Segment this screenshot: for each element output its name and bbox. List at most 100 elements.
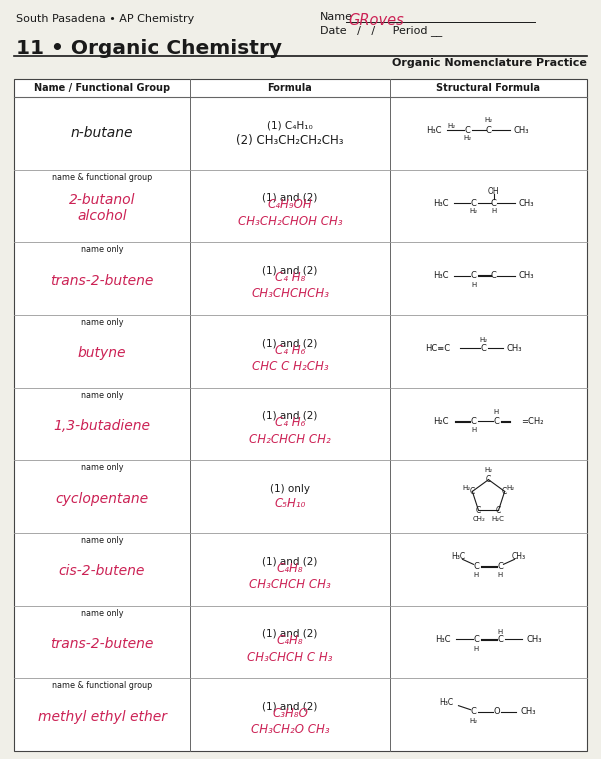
Text: name only: name only (81, 245, 123, 254)
Text: H₂: H₂ (469, 718, 478, 723)
Text: C: C (498, 635, 504, 644)
Text: Structural Formula: Structural Formula (436, 83, 540, 93)
Text: C: C (465, 126, 471, 135)
Text: C: C (502, 487, 507, 496)
Text: H₂C: H₂C (433, 417, 448, 426)
Text: (1) and (2): (1) and (2) (262, 701, 318, 712)
Text: trans-2-butene: trans-2-butene (50, 274, 154, 288)
Text: CH₃: CH₃ (519, 271, 534, 280)
Text: (1) and (2): (1) and (2) (262, 629, 318, 639)
Text: H₂: H₂ (463, 485, 471, 491)
Text: C₄H₈
CH₃CHCH C H₃: C₄H₈ CH₃CHCH C H₃ (247, 635, 333, 664)
Text: CH₃: CH₃ (526, 635, 542, 644)
Text: H₃C: H₃C (435, 635, 451, 644)
Text: (1) and (2): (1) and (2) (262, 556, 318, 566)
Text: H: H (474, 572, 479, 578)
Text: CH₃: CH₃ (511, 552, 525, 561)
Text: C: C (496, 506, 501, 515)
Text: trans-2-butene: trans-2-butene (50, 637, 154, 651)
Text: HC≡C: HC≡C (426, 344, 451, 353)
Text: H₂: H₂ (484, 118, 493, 123)
Text: (1) and (2): (1) and (2) (262, 339, 318, 348)
Text: C: C (476, 506, 481, 515)
Text: (1) only: (1) only (270, 483, 310, 493)
Text: H₃C: H₃C (426, 126, 442, 135)
Text: C₄H₈
CH₃CHCH CH₃: C₄H₈ CH₃CHCH CH₃ (249, 562, 331, 591)
Text: H₂: H₂ (447, 123, 456, 129)
Text: C: C (470, 487, 475, 496)
Text: C: C (471, 707, 477, 716)
Text: Name / Functional Group: Name / Functional Group (34, 83, 170, 93)
Text: H₃C: H₃C (439, 698, 454, 707)
Text: C: C (490, 199, 496, 207)
Text: C: C (490, 271, 496, 280)
Text: C: C (486, 126, 492, 135)
Text: O: O (493, 707, 500, 716)
Text: H: H (498, 629, 503, 635)
Text: butyne: butyne (78, 346, 126, 361)
Text: (1) and (2): (1) and (2) (262, 266, 318, 276)
Text: Organic Nomenclature Practice: Organic Nomenclature Practice (392, 58, 587, 68)
Text: C₄ H₆
CH₂CHCH CH₂: C₄ H₆ CH₂CHCH CH₂ (249, 416, 331, 446)
Text: C₄ H₆
CHC C H₂CH₃: C₄ H₆ CHC C H₂CH₃ (252, 344, 328, 373)
Text: name only: name only (81, 609, 123, 618)
Text: H₂C: H₂C (492, 515, 504, 521)
Text: name & functional group: name & functional group (52, 172, 152, 181)
Text: Date   /   /     Period __: Date / / Period __ (320, 25, 442, 36)
Text: CH₃: CH₃ (519, 199, 534, 207)
Text: H: H (471, 282, 476, 288)
Text: H: H (494, 409, 499, 415)
Text: (1) and (2): (1) and (2) (262, 411, 318, 421)
Text: CH₃: CH₃ (513, 126, 529, 135)
Text: H: H (491, 208, 496, 214)
Text: CH₃: CH₃ (507, 344, 522, 353)
Text: H₃C: H₃C (433, 271, 448, 280)
Text: C₄H₉OH
CH₃CH₂CHOH CH₃: C₄H₉OH CH₃CH₂CHOH CH₃ (237, 198, 343, 228)
Text: CH₃: CH₃ (520, 707, 536, 716)
Text: 1,3-butadiene: 1,3-butadiene (53, 419, 150, 433)
Text: H₃C: H₃C (433, 199, 448, 207)
Text: C: C (471, 199, 477, 207)
Text: C: C (474, 562, 480, 571)
Text: Formula: Formula (267, 83, 313, 93)
Text: C₅H₁₀: C₅H₁₀ (274, 497, 306, 510)
Text: C: C (486, 475, 491, 484)
Text: GRoves: GRoves (348, 13, 404, 28)
Text: H₃C: H₃C (451, 552, 466, 561)
Text: H₂: H₂ (480, 337, 487, 343)
Text: =CH₂: =CH₂ (522, 417, 544, 426)
Text: C₃H₈O
CH₃CH₂O CH₃: C₃H₈O CH₃CH₂O CH₃ (251, 707, 329, 736)
Text: n-butane: n-butane (71, 126, 133, 140)
Text: name only: name only (81, 318, 123, 327)
Text: C₄ H₈
CH₃CHCHCH₃: C₄ H₈ CH₃CHCHCH₃ (251, 271, 329, 301)
Text: C: C (498, 562, 504, 571)
Text: (1) C₄H₁₀: (1) C₄H₁₀ (267, 121, 313, 131)
Text: name only: name only (81, 536, 123, 545)
Text: H₂: H₂ (469, 208, 478, 214)
Text: H: H (498, 572, 503, 578)
Text: C: C (493, 417, 499, 426)
Text: name only: name only (81, 391, 123, 400)
Text: H₂: H₂ (463, 135, 472, 141)
Text: cyclopentane: cyclopentane (55, 492, 148, 505)
Text: name & functional group: name & functional group (52, 682, 152, 691)
Text: C: C (471, 417, 477, 426)
Text: C: C (471, 271, 477, 280)
Bar (14, 79, 587, 751)
Text: C: C (481, 344, 486, 353)
Text: H₂: H₂ (484, 467, 493, 473)
Text: 2-butanol
alcohol: 2-butanol alcohol (69, 193, 135, 223)
Text: (1) and (2): (1) and (2) (262, 193, 318, 203)
Text: name only: name only (81, 463, 123, 472)
Text: OH: OH (487, 187, 499, 196)
Text: methyl ethyl ether: methyl ethyl ether (37, 710, 166, 723)
Text: H: H (474, 646, 479, 652)
Text: South Pasadena • AP Chemistry: South Pasadena • AP Chemistry (16, 14, 194, 24)
Text: H: H (471, 427, 476, 433)
Text: (2) CH₃CH₂CH₂CH₃: (2) CH₃CH₂CH₂CH₃ (236, 134, 344, 146)
Text: C: C (474, 635, 480, 644)
Text: cis-2-butene: cis-2-butene (59, 565, 145, 578)
Text: 11 • Organic Chemistry: 11 • Organic Chemistry (16, 39, 282, 58)
Text: Name: Name (320, 12, 353, 22)
Text: H₂: H₂ (506, 485, 514, 491)
